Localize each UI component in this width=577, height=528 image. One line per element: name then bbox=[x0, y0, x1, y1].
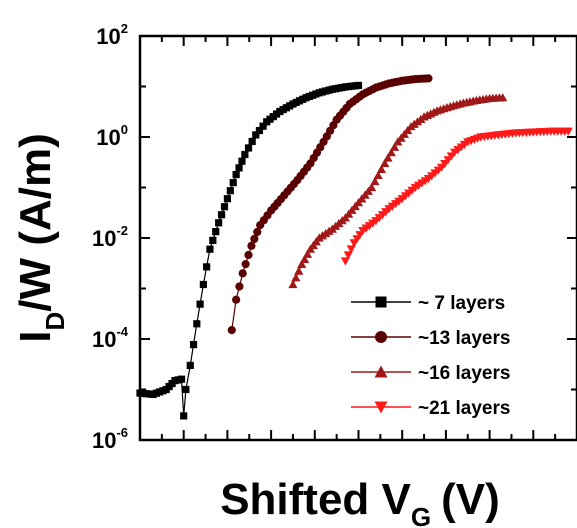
data-series bbox=[136, 74, 573, 420]
data-point bbox=[220, 203, 229, 211]
data-point bbox=[386, 148, 396, 157]
data-point bbox=[232, 295, 241, 304]
data-point bbox=[199, 280, 207, 289]
data-point bbox=[215, 219, 223, 227]
data-point bbox=[244, 144, 253, 152]
data-point bbox=[227, 326, 236, 335]
y-axis-title-rest: /W (A/m) bbox=[11, 133, 60, 311]
data-point bbox=[250, 234, 259, 244]
legend-label: ~13 layers bbox=[418, 328, 510, 349]
y-tick-label: 10-6 bbox=[92, 425, 128, 453]
data-point bbox=[294, 266, 304, 275]
data-point bbox=[424, 74, 433, 83]
data-point bbox=[300, 254, 310, 263]
data-point bbox=[373, 170, 383, 180]
x-axis-title-main: Shifted V bbox=[220, 475, 411, 524]
data-point bbox=[297, 259, 307, 269]
data-point bbox=[367, 182, 377, 192]
series-line bbox=[292, 97, 503, 285]
data-point bbox=[354, 81, 363, 90]
x-axis-ticks bbox=[139, 36, 577, 440]
data-point bbox=[177, 375, 186, 383]
x-axis-title-sub: G bbox=[411, 502, 431, 528]
y-tick-label: 10-2 bbox=[92, 223, 128, 251]
data-point bbox=[291, 273, 301, 282]
data-point bbox=[196, 300, 204, 308]
data-point bbox=[209, 236, 217, 245]
data-point bbox=[375, 331, 387, 343]
data-point bbox=[186, 361, 194, 370]
data-point bbox=[340, 257, 350, 266]
data-point bbox=[235, 282, 244, 291]
data-point bbox=[189, 341, 198, 349]
data-point bbox=[248, 137, 256, 146]
series-4 bbox=[340, 127, 573, 266]
data-point bbox=[232, 171, 240, 179]
series-1 bbox=[136, 81, 363, 420]
data-point bbox=[380, 158, 390, 168]
y-tick-label: 10-4 bbox=[92, 324, 129, 352]
data-point bbox=[563, 127, 573, 136]
data-point bbox=[346, 245, 356, 254]
data-point bbox=[241, 260, 250, 269]
y-axis-title: ID/W (A/m) bbox=[11, 133, 70, 342]
data-point bbox=[217, 211, 226, 219]
data-point bbox=[206, 245, 214, 253]
legend-label: ~21 layers bbox=[418, 398, 510, 419]
legend: ~ 7 layers ~13 layers ~16 layers ~21 layers bbox=[351, 293, 510, 419]
data-point bbox=[383, 153, 393, 162]
data-point bbox=[241, 150, 249, 159]
y-axis-ticks: 102 100 10-2 10-4 10-6 bbox=[92, 21, 577, 453]
data-point bbox=[259, 122, 267, 130]
data-point bbox=[374, 401, 388, 414]
data-point bbox=[238, 269, 247, 278]
data-point bbox=[370, 176, 380, 186]
data-point bbox=[288, 279, 298, 289]
data-point bbox=[253, 227, 262, 237]
data-point bbox=[180, 412, 188, 420]
data-point bbox=[247, 241, 256, 250]
data-point bbox=[229, 179, 237, 187]
data-point bbox=[235, 164, 243, 172]
data-point bbox=[302, 249, 313, 258]
data-point bbox=[255, 126, 264, 135]
data-point bbox=[193, 320, 201, 328]
data-point bbox=[389, 142, 400, 151]
legend-label: ~ 7 layers bbox=[418, 293, 505, 314]
y-tick-label: 100 bbox=[96, 122, 128, 150]
legend-label: ~16 layers bbox=[418, 363, 510, 384]
y-axis-title-main: I bbox=[11, 330, 60, 342]
y-axis-title-sub: D bbox=[40, 312, 70, 331]
data-point bbox=[252, 131, 260, 139]
data-point bbox=[343, 251, 353, 260]
data-point bbox=[244, 250, 253, 260]
data-point bbox=[212, 227, 220, 236]
data-point bbox=[226, 187, 234, 195]
data-point bbox=[182, 385, 190, 394]
series-2 bbox=[227, 74, 433, 335]
data-point bbox=[374, 365, 388, 378]
data-point bbox=[238, 157, 246, 165]
data-point bbox=[223, 195, 231, 203]
data-point bbox=[376, 164, 387, 174]
data-point bbox=[375, 296, 387, 308]
data-point bbox=[498, 93, 508, 102]
data-point bbox=[203, 263, 211, 271]
series-3 bbox=[288, 93, 508, 289]
x-axis-title-unit: (V) bbox=[441, 475, 500, 524]
y-tick-label: 102 bbox=[96, 21, 128, 49]
x-axis-title: Shifted VG (V) bbox=[220, 475, 500, 528]
